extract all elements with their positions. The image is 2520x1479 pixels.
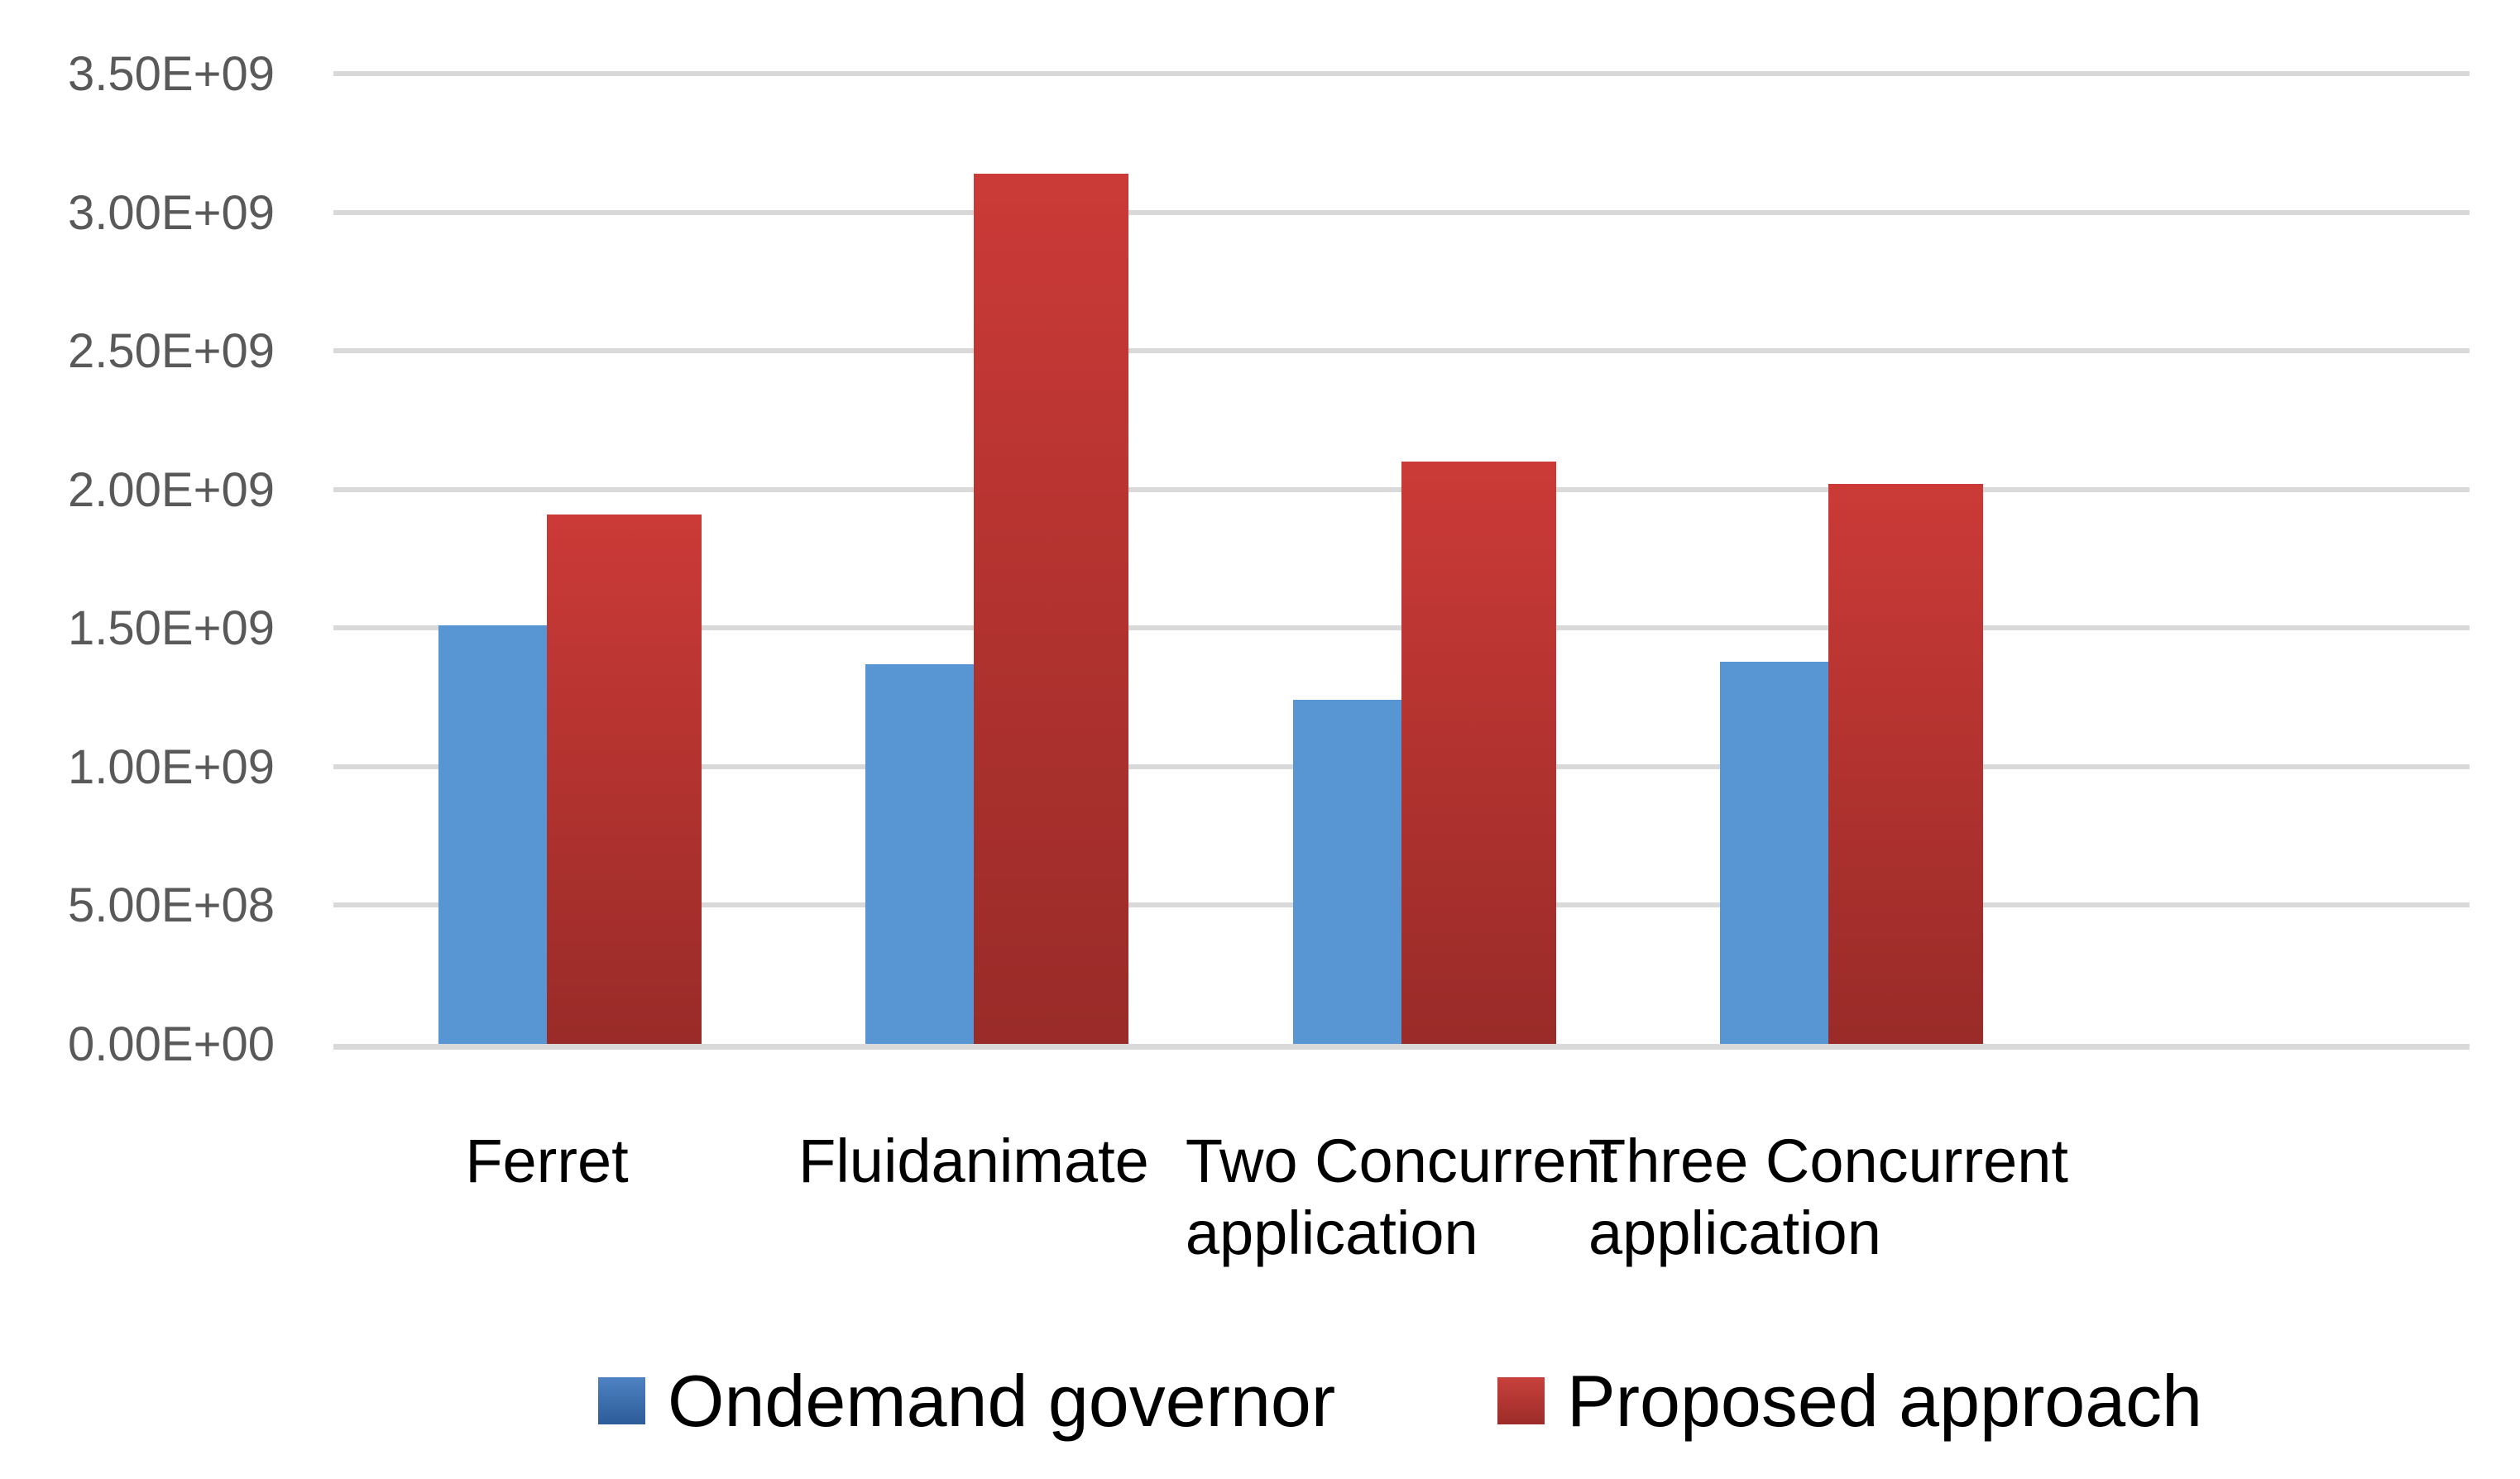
legend-item-ondemand-governor: Ondemand governor [598, 1360, 1335, 1442]
x-axis-label-ferret: Ferret [465, 1125, 628, 1197]
bar-proposed-approach-ferret [547, 515, 702, 1044]
y-axis-tick-label: 1.50E+09 [68, 601, 275, 655]
x-axis-label-text: Fluidanimate [798, 1127, 1149, 1195]
x-axis-label-fluidanimate: Fluidanimate [798, 1125, 1149, 1197]
bar-ondemand-governor-two-concurrent [1293, 700, 1401, 1044]
x-axis-label-text: Ferret [465, 1127, 629, 1195]
legend-label: Proposed approach [1567, 1359, 2203, 1442]
y-axis-tick-label: 3.00E+09 [68, 186, 275, 240]
legend-label: Ondemand governor [668, 1359, 1336, 1442]
legend-swatch-proposed-approach [1497, 1377, 1545, 1424]
x-axis-label-two-concurrent: Two Concurrent application [1186, 1125, 1617, 1270]
legend-swatch-ondemand-governor [598, 1377, 645, 1424]
x-axis-label-three-concurrent: Three Concurrent application [1588, 1125, 2068, 1270]
bar-ondemand-governor-fluidanimate [865, 664, 974, 1044]
y-axis-tick-label: 2.50E+09 [68, 324, 275, 378]
bar-proposed-approach-fluidanimate [974, 174, 1128, 1044]
legend-item-proposed-approach: Proposed approach [1497, 1360, 2202, 1442]
gridline [333, 1044, 2470, 1050]
gridline [333, 210, 2470, 215]
y-axis-tick-label: 5.00E+08 [68, 878, 275, 932]
bar-ondemand-governor-ferret [438, 625, 547, 1044]
bar-ondemand-governor-three-concurrent [1720, 662, 1828, 1044]
bar-proposed-approach-three-concurrent [1828, 484, 1983, 1044]
y-axis-tick-label: 2.00E+09 [68, 463, 275, 517]
gridline [333, 71, 2470, 76]
y-axis-tick-label: 3.50E+09 [68, 47, 275, 101]
x-axis-label-text: Two Concurrent application [1185, 1127, 1618, 1268]
y-axis-tick-label: 0.00E+00 [68, 1017, 275, 1071]
gridline [333, 348, 2470, 353]
bar-proposed-approach-two-concurrent [1401, 462, 1556, 1044]
y-axis-tick-label: 1.00E+09 [68, 740, 275, 794]
x-axis-label-text: Three Concurrent application [1588, 1127, 2068, 1268]
